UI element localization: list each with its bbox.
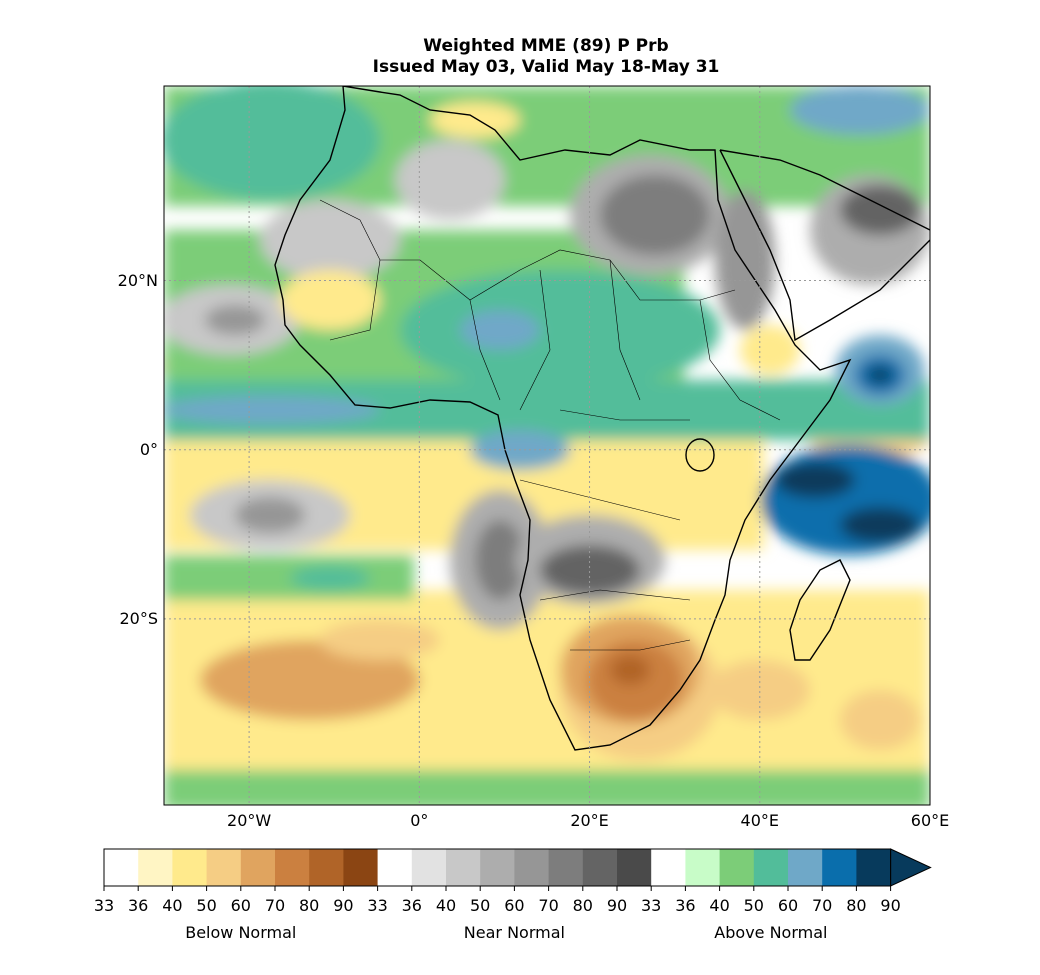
colorbar-swatch bbox=[617, 849, 652, 886]
colorbar-swatch bbox=[104, 849, 139, 886]
colorbar-swatch bbox=[514, 849, 550, 886]
colorbar-tick-label: 90 bbox=[606, 896, 628, 915]
colorbar-tick-label: 60 bbox=[777, 896, 799, 915]
colorbar-tick-label: 90 bbox=[880, 896, 901, 915]
colorbar-swatch bbox=[788, 849, 823, 886]
colorbar-swatch bbox=[206, 849, 242, 886]
colorbar-tick-label: 36 bbox=[675, 896, 696, 915]
colorbar-tick-label: 50 bbox=[470, 896, 491, 915]
colorbar-tick-label: 36 bbox=[128, 896, 149, 915]
colorbar-swatch bbox=[856, 849, 892, 886]
lon-tick-label: 40°E bbox=[740, 811, 779, 830]
colorbar-swatch bbox=[685, 849, 721, 886]
map-subtitle: Issued May 03, Valid May 18-May 31 bbox=[372, 57, 720, 77]
colorbar-tick-label: 40 bbox=[709, 896, 730, 915]
colorbar-swatch bbox=[343, 849, 379, 886]
colorbar-tick-label: 60 bbox=[504, 896, 525, 915]
lat-tick-label: 20°S bbox=[119, 608, 158, 628]
colorbar-tick-label: 50 bbox=[743, 896, 764, 915]
colorbar-swatch bbox=[753, 849, 789, 886]
colorbar-swatch bbox=[822, 849, 857, 886]
colorbar-swatch bbox=[582, 849, 618, 886]
colorbar-tick-label: 70 bbox=[812, 896, 833, 915]
colorbar-tick-label: 33 bbox=[93, 896, 115, 915]
colorbar-extend-arrow bbox=[890, 848, 932, 887]
colorbar-tick-label: 36 bbox=[401, 896, 422, 915]
colorbar-tick-label: 40 bbox=[162, 896, 183, 915]
colorbar-swatch bbox=[240, 849, 276, 886]
colorbar-swatch bbox=[309, 849, 344, 886]
colorbar-swatch bbox=[377, 849, 413, 886]
colorbar-swatch bbox=[548, 849, 584, 886]
lat-tick-label: 20°N bbox=[117, 270, 158, 290]
colorbar-swatch bbox=[480, 849, 515, 886]
colorbar-swatch bbox=[138, 849, 173, 886]
colorbar-group-label: Above Normal bbox=[714, 923, 828, 942]
colorbar-tick-label: 33 bbox=[367, 896, 388, 915]
colorbar-tick-label: 80 bbox=[299, 896, 320, 915]
colorbar-tick-label: 70 bbox=[538, 896, 559, 915]
colorbar-swatch bbox=[172, 849, 208, 886]
lon-tick-label: 20°E bbox=[570, 811, 609, 830]
coastlines bbox=[274, 86, 930, 751]
colorbar-swatch bbox=[719, 849, 755, 886]
map-title: Weighted MME (89) P Prb bbox=[423, 36, 669, 56]
colorbar-group-label: Near Normal bbox=[463, 923, 565, 942]
colorbar-swatch bbox=[275, 849, 310, 886]
lon-tick-label: 20°W bbox=[227, 811, 272, 830]
colorbar-tick-label: 70 bbox=[264, 896, 286, 915]
colorbar-tick-label: 50 bbox=[196, 896, 217, 915]
map-frame bbox=[163, 85, 931, 806]
colorbar-tick-label: 90 bbox=[333, 896, 354, 915]
colorbar-tick-label: 80 bbox=[572, 896, 593, 915]
colorbar-outline bbox=[103, 848, 892, 887]
colorbar-swatch bbox=[446, 849, 481, 886]
colorbar-swatch bbox=[411, 849, 447, 886]
colorbar-tick-label: 40 bbox=[435, 896, 457, 915]
country-borders bbox=[319, 199, 781, 651]
colorbar-tick-label: 33 bbox=[641, 896, 662, 915]
colorbar bbox=[103, 848, 932, 891]
probability-field bbox=[164, 86, 930, 805]
colorbar-swatch bbox=[651, 849, 686, 886]
colorbar-group-label: Below Normal bbox=[185, 923, 297, 942]
lon-tick-label: 0° bbox=[410, 811, 429, 830]
colorbar-tick-label: 60 bbox=[230, 896, 251, 915]
lon-tick-label: 60°E bbox=[910, 811, 950, 830]
lat-tick-label: 0° bbox=[139, 439, 158, 459]
colorbar-tick-label: 80 bbox=[846, 896, 867, 915]
